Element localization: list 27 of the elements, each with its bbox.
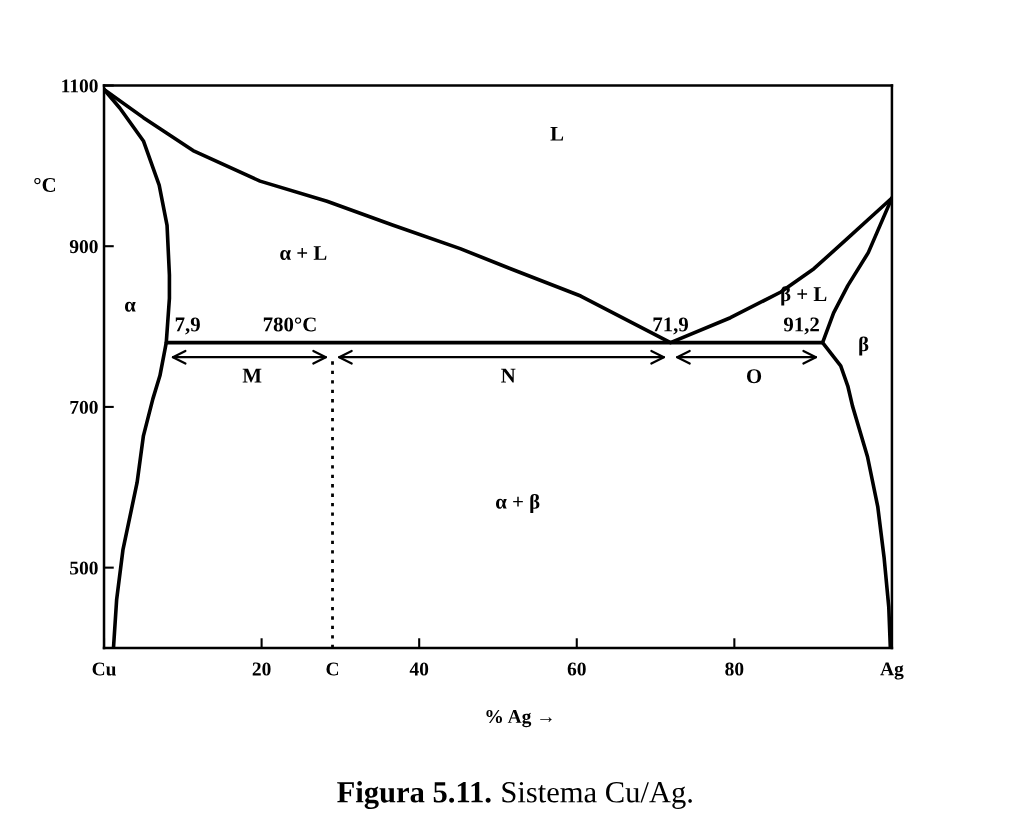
annotation: M (242, 368, 262, 383)
x-tick-label: 20 (252, 662, 271, 676)
text: Sistema Cu/Ag. (502, 782, 692, 809)
x-axis-title: % Ag → (486, 709, 552, 728)
annotation: α (124, 301, 136, 312)
annotation: 780°C (263, 317, 316, 332)
x-tick-label: 40 (409, 662, 429, 676)
x-tick-label: Cu (92, 662, 116, 676)
annotation: β (859, 336, 869, 356)
annotation: L (550, 126, 564, 141)
annotation: N (501, 368, 516, 383)
y-tick-label: 1100 (62, 79, 98, 93)
annotation: 71,9 (653, 317, 688, 335)
text: Figura 5.11. (337, 781, 491, 809)
y-tick-label: 700 (70, 400, 98, 414)
x-tick-label: 60 (567, 662, 586, 676)
x-tick-label: Ag (880, 662, 904, 680)
y-axis-title: °C (34, 177, 56, 192)
y-tick-label: 900 (69, 240, 98, 254)
y-tick-label: 500 (70, 561, 98, 575)
annotation: O (746, 369, 762, 384)
annotation: 7,9 (175, 317, 200, 335)
ref-line-label: C (326, 662, 339, 676)
x-tick-label: 80 (725, 662, 744, 676)
annotation: 91,2 (783, 317, 819, 335)
annotation: α + β (495, 493, 540, 513)
annotation: α + L (280, 246, 327, 261)
